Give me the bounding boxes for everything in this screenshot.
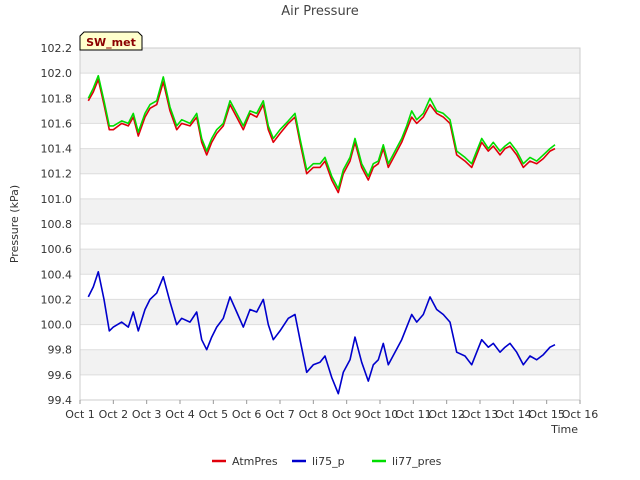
series-line-li77_pres: [87, 74, 556, 190]
plot-bands: [80, 48, 580, 375]
y-tick-label: 100.4: [41, 268, 73, 281]
y-tick-label: 102.0: [41, 67, 73, 80]
x-tick-label: Oct 11: [395, 408, 432, 421]
site-badge: SW_met: [79, 31, 143, 51]
x-tick-label: Oct 4: [165, 408, 195, 421]
x-tick-label: Oct 12: [428, 408, 465, 421]
plot-band: [80, 249, 580, 275]
plot-band: [80, 48, 580, 74]
legend-label: li77_pres: [392, 455, 442, 468]
chart-title: Air Pressure: [281, 4, 359, 19]
x-tick-label: Oct 9: [332, 408, 362, 421]
x-tick-label: Oct 2: [99, 408, 129, 421]
legend-item-li75_p: li75_p: [292, 455, 345, 468]
x-tick-label: Oct 5: [199, 408, 229, 421]
x-tick-label: Oct 13: [462, 408, 499, 421]
y-tick-label: 101.2: [41, 168, 73, 181]
x-tick-label: Oct 3: [132, 408, 162, 421]
y-tick-label: 101.8: [41, 92, 73, 105]
plot-frame: [79, 47, 581, 401]
y-tick-label: 100.8: [41, 218, 73, 231]
y-tick-label: 100.2: [41, 293, 73, 306]
x-tick-label: Oct 15: [528, 408, 565, 421]
legend-item-AtmPres: AtmPres: [212, 455, 278, 468]
x-tick-label: Oct 10: [362, 408, 399, 421]
plot-band: [80, 198, 580, 224]
badge-box: [79, 31, 143, 51]
y-tick-label: 100.6: [41, 243, 73, 256]
legend-item-li77_pres: li77_pres: [372, 455, 442, 468]
y-tick-label: 99.4: [48, 394, 73, 407]
plot-band: [80, 98, 580, 124]
x-axis-ticks: Oct 1 Oct 2 Oct 3 Oct 4 Oct 5 Oct 6 Oct 7 Oct 8…: [65, 400, 598, 421]
series-layer: [87, 74, 556, 395]
legend-label: AtmPres: [232, 455, 278, 468]
x-axis-label: Time: [550, 423, 578, 436]
legend-label: li75_p: [312, 455, 345, 468]
y-tick-label: 100.0: [41, 319, 73, 332]
y-tick-label: 99.6: [48, 369, 73, 382]
y-axis-ticks: 99.4 99.6 99.8 100.0 100.2 100.4 100.6 100.8 101…: [41, 42, 73, 407]
badge-label: SW_met: [86, 36, 136, 49]
y-tick-label: 101.0: [41, 193, 73, 206]
legend: AtmPres li75_p li77_pres: [212, 455, 442, 468]
x-tick-label: Oct 7: [265, 408, 295, 421]
x-tick-label: Oct 16: [562, 408, 599, 421]
plot-band: [80, 299, 580, 325]
y-tick-label: 101.4: [41, 143, 73, 156]
y-tick-label: 99.8: [48, 344, 73, 357]
series-line-AtmPres: [87, 78, 556, 194]
x-tick-label: Oct 8: [299, 408, 329, 421]
y-axis-label: Pressure (kPa): [8, 185, 21, 263]
y-tick-label: 101.6: [41, 117, 73, 130]
series-line-li75_p: [87, 270, 556, 395]
x-tick-label: Oct 1: [65, 408, 95, 421]
x-tick-label: Oct 14: [495, 408, 532, 421]
x-tick-label: Oct 6: [232, 408, 262, 421]
y-tick-label: 102.2: [41, 42, 73, 55]
